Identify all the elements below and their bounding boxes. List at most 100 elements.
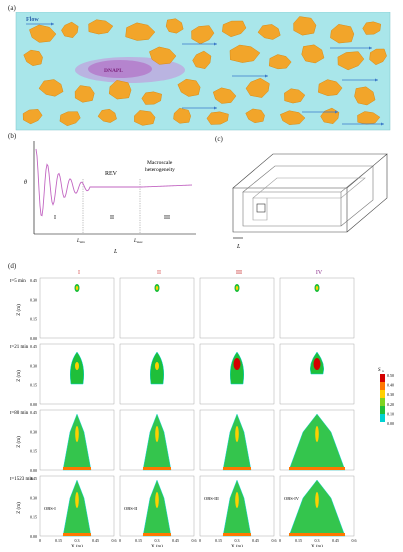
colorbar-swatch (380, 414, 385, 422)
x-axis-label: X (m) (71, 545, 83, 547)
plume-core (313, 358, 321, 370)
region-i-label: I (54, 215, 56, 221)
grain (191, 25, 215, 45)
pool (63, 467, 91, 470)
obs-label: OBS-II (124, 506, 138, 511)
pool (223, 467, 251, 470)
x-axis-label: L (113, 249, 118, 255)
grain (206, 111, 229, 125)
y-tick-label: 0.30 (30, 429, 37, 434)
flow-arrowhead (369, 46, 372, 50)
rev-curve (35, 148, 193, 217)
obs-label: OBS-I (44, 506, 56, 511)
plume-core (315, 426, 319, 442)
y-tick-label: 0.45 (30, 476, 37, 481)
x-tick-label: 0.45 (332, 538, 339, 543)
y-tick-label: 0.45 (30, 410, 37, 415)
panel-c-nested-volumes: (c) L (215, 135, 390, 250)
panel-b-rev-plot: (b) θ I II III REV Macroscale heterogene… (8, 132, 200, 257)
saturation-cell (199, 343, 275, 405)
x-tick-label: 0 (279, 538, 281, 543)
y-tick-label: 0.00 (30, 534, 37, 539)
obs-label: OBS-IV (284, 496, 300, 501)
panel-a-label: (a) (8, 4, 16, 12)
flow-arrowhead (265, 74, 268, 78)
x-tick-label: 0.15 (295, 538, 302, 543)
x-tick-label: 0.15 (135, 538, 142, 543)
rev-curve-plot: θ I II III REV Macroscale heterogeneity … (24, 141, 196, 255)
outer-box (232, 153, 388, 233)
column-header-4: IV (316, 270, 323, 276)
obs-label: OBS-III (204, 496, 219, 501)
plume-core (315, 492, 319, 508)
grain (173, 107, 191, 124)
heterogeneity-label: heterogeneity (145, 167, 175, 173)
x-tick-label: 0 (119, 538, 121, 543)
grain (257, 24, 281, 40)
grain (318, 79, 343, 96)
colorbar-tick: 0.30 (387, 392, 394, 397)
plume-core (75, 286, 79, 290)
pool (289, 533, 345, 536)
colorbar-swatch (380, 374, 385, 382)
saturation-cell (39, 343, 115, 405)
flow-arrowhead (375, 78, 378, 82)
y-axis-label: Z (m) (17, 436, 22, 448)
y-tick-label: 0.00 (30, 402, 37, 407)
x-tick-label: 0.6 (352, 538, 357, 543)
saturation-cell (119, 343, 195, 405)
row-label-time: t=80 min (10, 411, 29, 416)
x-tick-label: 0.15 (215, 538, 222, 543)
panel-b-label: (b) (8, 132, 17, 140)
grain (245, 108, 265, 124)
grain (369, 48, 387, 66)
y-tick-label: 0.30 (30, 495, 37, 500)
x-tick-label: 0 (39, 538, 41, 543)
y-tick-label: 0.00 (30, 468, 37, 473)
panel-d-saturation-grid: (d) I II III IV OBS-I OBS-II OBS-III OBS-IV t=… (8, 262, 400, 550)
colorbar-title: S (378, 368, 381, 373)
grain (330, 24, 355, 44)
grain (108, 80, 132, 100)
y-tick-label: 0.00 (30, 336, 37, 341)
pool (223, 533, 251, 536)
lmax-label: Lmax (133, 239, 143, 244)
grain (29, 24, 57, 43)
saturation-cell: OBS-I (39, 475, 115, 537)
colorbar-swatch (380, 406, 385, 414)
x-axis-label: X (m) (231, 545, 243, 547)
panel-d-label: (d) (8, 262, 17, 270)
panel-a-porous-media: (a) Flow DNAPL (8, 4, 394, 132)
plume-core (155, 492, 159, 508)
grain (74, 85, 95, 103)
grain (125, 22, 156, 41)
colorbar-tick: 0.10 (387, 411, 394, 416)
x-axis-label: X (m) (151, 545, 163, 547)
grain (337, 51, 365, 71)
y-tick-label: 0.45 (30, 278, 37, 283)
flow-arrows (26, 22, 384, 126)
column-header-1: I (78, 270, 80, 276)
colorbar-tick: 0.00 (387, 421, 394, 426)
pool (143, 533, 171, 536)
grain (88, 19, 114, 35)
x-tick-label: 0.3 (235, 538, 240, 543)
plume-core (235, 286, 239, 290)
grain (61, 21, 79, 38)
flow-arrowhead (51, 22, 54, 26)
y-tick-label: 0.15 (30, 317, 37, 322)
grain (141, 91, 162, 105)
y-tick-label: 0.15 (30, 383, 37, 388)
plume-core (155, 286, 159, 290)
grain (149, 46, 177, 65)
saturation-cell (119, 277, 195, 339)
grain (212, 87, 237, 104)
x-axis-label: X (m) (311, 545, 323, 547)
flow-arrowhead (214, 106, 217, 110)
plume-core (235, 492, 239, 508)
saturation-cell: OBS-IV (279, 475, 355, 537)
colorbar-tick: 0.50 (387, 373, 394, 378)
plume-core (75, 492, 79, 508)
porous-media-figure: Flow DNAPL (15, 11, 391, 131)
